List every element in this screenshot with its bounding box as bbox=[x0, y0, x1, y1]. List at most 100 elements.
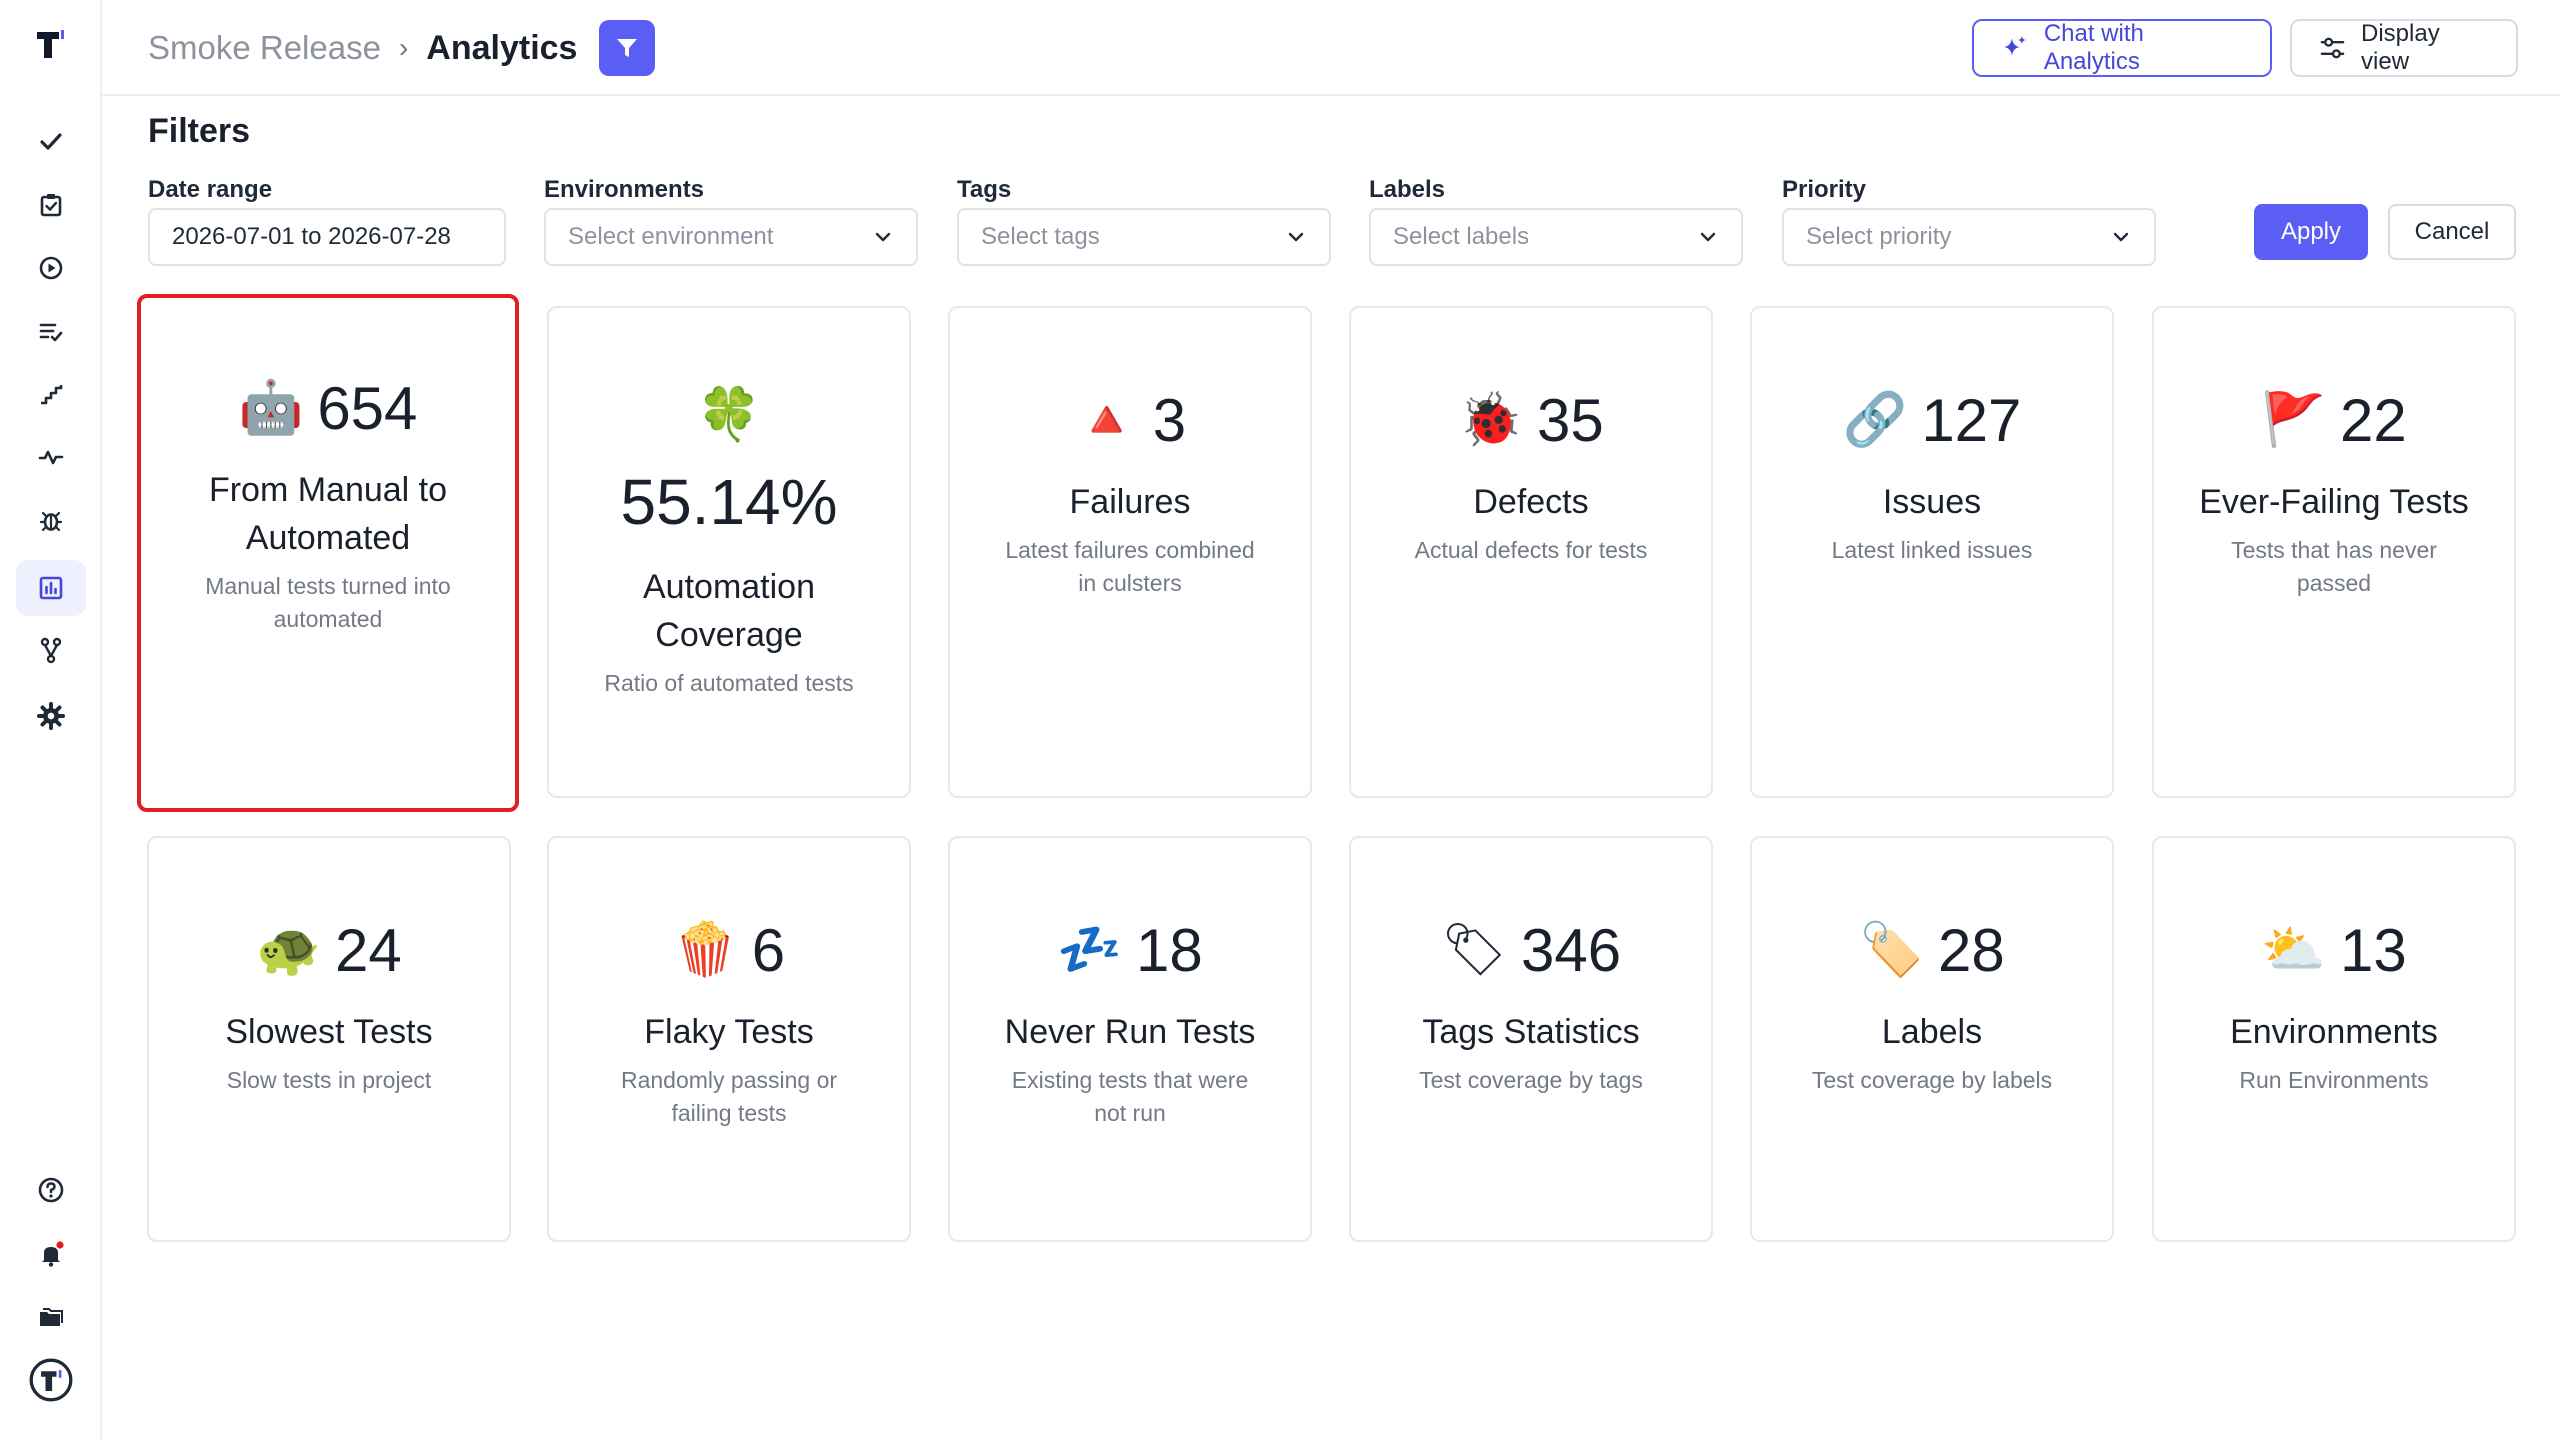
priority-placeholder: Select priority bbox=[1806, 223, 1952, 250]
sidebar-item-checklist[interactable] bbox=[16, 303, 86, 359]
app-logo-icon[interactable] bbox=[31, 24, 71, 64]
card-value: 127 bbox=[1921, 386, 2022, 454]
card-description: Randomly passing or failing tests bbox=[620, 1067, 838, 1126]
turtle-icon: 🐢 bbox=[256, 921, 321, 979]
sidebar-item-defects[interactable] bbox=[16, 492, 86, 548]
sidebar-item-runs[interactable] bbox=[16, 240, 86, 296]
card-failures[interactable]: 🔺 3 Failures Latest failures combined in… bbox=[948, 306, 1312, 798]
filter-toggle-button[interactable] bbox=[599, 20, 656, 76]
card-title: Environments bbox=[2230, 1013, 2438, 1051]
chevron-down-icon bbox=[875, 232, 891, 242]
tags-label: Tags bbox=[957, 176, 1012, 203]
card-labels[interactable]: 🏷️ 28 Labels Test coverage by labels bbox=[1750, 836, 2114, 1242]
chevron-down-icon bbox=[2113, 232, 2129, 242]
sidebar-item-projects[interactable] bbox=[16, 1290, 86, 1346]
card-slowest-tests[interactable]: 🐢 24 Slowest Tests Slow tests in project bbox=[147, 836, 511, 1242]
filter-icon bbox=[617, 39, 638, 57]
link-icon: 🔗 bbox=[1842, 391, 1908, 449]
chevron-down-icon bbox=[1700, 232, 1716, 242]
sidebar-item-analytics[interactable] bbox=[16, 560, 86, 616]
card-value: 18 bbox=[1136, 916, 1203, 984]
card-environments[interactable]: ⛅ 13 Environments Run Environments bbox=[2152, 836, 2516, 1242]
robot-icon: 🤖 bbox=[238, 379, 304, 437]
card-description: Existing tests that were not run bbox=[1011, 1067, 1249, 1126]
filters-title: Filters bbox=[148, 112, 251, 150]
card-value: 13 bbox=[2340, 916, 2407, 984]
sidebar-item-pulse[interactable] bbox=[16, 429, 86, 485]
check-icon bbox=[40, 133, 62, 150]
play-circle-icon bbox=[39, 256, 63, 280]
tag-icon: 🏷 bbox=[1440, 921, 1507, 979]
card-ever-failing-tests[interactable]: 🚩 22 Ever-Failing Tests Tests that has n… bbox=[2152, 306, 2516, 798]
labels-select[interactable]: Select labels bbox=[1369, 208, 1743, 266]
date-range-label: Date range bbox=[148, 176, 273, 203]
card-title: Labels bbox=[1881, 1013, 1983, 1051]
display-view-button[interactable]: Display view bbox=[2290, 19, 2518, 77]
card-title: Failures bbox=[1069, 483, 1191, 521]
card-title: Slowest Tests bbox=[225, 1013, 433, 1051]
card-description: Test coverage by labels bbox=[1811, 1067, 2053, 1093]
card-manual-to-automated[interactable]: 🤖 654 From Manual to Automated Manual te… bbox=[137, 294, 519, 812]
page-header: Smoke Release › Analytics Chat with Anal… bbox=[102, 0, 2560, 96]
chevron-down-icon bbox=[1288, 232, 1304, 242]
card-flaky-tests[interactable]: 🍿 6 Flaky Tests Randomly passing or fail… bbox=[547, 836, 911, 1242]
card-value: 6 bbox=[751, 916, 786, 984]
sidebar-item-tests-check-icon[interactable] bbox=[16, 114, 86, 170]
breadcrumb-parent[interactable]: Smoke Release bbox=[148, 29, 381, 66]
pulse-icon bbox=[38, 450, 64, 465]
cancel-button[interactable]: Cancel bbox=[2388, 204, 2516, 260]
card-title: Flaky Tests bbox=[644, 1013, 814, 1051]
card-description: Tests that has never passed bbox=[2231, 537, 2437, 596]
card-defects[interactable]: 🐞 35 Defects Actual defects for tests bbox=[1349, 306, 1713, 798]
sidebar-item-plans[interactable] bbox=[16, 177, 86, 233]
sidebar-item-settings[interactable] bbox=[16, 688, 86, 744]
card-title: From Manual to Automated bbox=[208, 471, 448, 557]
sidebar-item-branches[interactable] bbox=[16, 622, 86, 678]
labels-placeholder: Select labels bbox=[1393, 223, 1530, 250]
card-value: 28 bbox=[1938, 916, 2005, 984]
card-issues[interactable]: 🔗 127 Issues Latest linked issues bbox=[1750, 306, 2114, 798]
chat-button-label: Chat with Analytics bbox=[2043, 20, 2144, 75]
card-description: Latest failures combined in culsters bbox=[1005, 537, 1255, 596]
card-title: Automation Coverage bbox=[643, 568, 815, 654]
date-range-input[interactable]: 2026-07-01 to 2026-07-28 bbox=[148, 208, 506, 266]
sidebar-item-help[interactable] bbox=[16, 1162, 86, 1218]
ladybug-icon: 🐞 bbox=[1458, 391, 1523, 449]
popcorn-icon: 🍿 bbox=[672, 921, 738, 979]
list-check-icon bbox=[39, 323, 63, 342]
card-description: Test coverage by tags bbox=[1419, 1067, 1643, 1093]
card-value: 654 bbox=[317, 374, 418, 442]
chat-with-analytics-button[interactable]: Chat with Analytics bbox=[1972, 19, 2272, 77]
account-avatar-icon bbox=[29, 1358, 73, 1402]
clipboard-check-icon bbox=[40, 194, 62, 217]
card-title: Never Run Tests bbox=[1004, 1013, 1256, 1051]
sidebar-item-notifications[interactable] bbox=[16, 1226, 86, 1282]
sidebar-item-steps[interactable] bbox=[16, 366, 86, 422]
priority-select[interactable]: Select priority bbox=[1782, 208, 2156, 266]
card-description: Manual tests turned into automated bbox=[205, 573, 451, 632]
environments-select[interactable]: Select environment bbox=[544, 208, 918, 266]
flag-icon: 🚩 bbox=[2261, 391, 2326, 449]
labels-label: Labels bbox=[1369, 176, 1446, 203]
card-title: Defects bbox=[1473, 483, 1589, 521]
sidebar-item-account[interactable] bbox=[16, 1352, 86, 1408]
bug-icon bbox=[39, 511, 63, 532]
sun-cloud-icon: ⛅ bbox=[2261, 921, 2326, 979]
sidebar bbox=[0, 0, 102, 1440]
tags-select[interactable]: Select tags bbox=[957, 208, 1331, 266]
card-description: Ratio of automated tests bbox=[604, 670, 854, 696]
apply-button[interactable]: Apply bbox=[2254, 204, 2368, 260]
clover-icon: 🍀 bbox=[696, 386, 762, 444]
card-description: Slow tests in project bbox=[226, 1067, 432, 1093]
card-description: Latest linked issues bbox=[1831, 537, 2033, 563]
triangle-icon: 🔺 bbox=[1073, 391, 1139, 449]
display-button-label: Display view bbox=[2361, 20, 2440, 75]
card-value: 24 bbox=[335, 916, 402, 984]
card-value: 55.14% bbox=[620, 466, 838, 538]
card-automation-coverage[interactable]: 🍀 55.14% Automation Coverage Ratio of au… bbox=[547, 306, 911, 798]
environments-placeholder: Select environment bbox=[568, 223, 774, 250]
card-never-run-tests[interactable]: 💤 18 Never Run Tests Existing tests that… bbox=[948, 836, 1312, 1242]
card-tags-statistics[interactable]: 🏷 346 Tags Statistics Test coverage by t… bbox=[1349, 836, 1713, 1242]
date-range-value: 2026-07-01 to 2026-07-28 bbox=[172, 223, 451, 250]
card-description: Actual defects for tests bbox=[1414, 537, 1648, 563]
